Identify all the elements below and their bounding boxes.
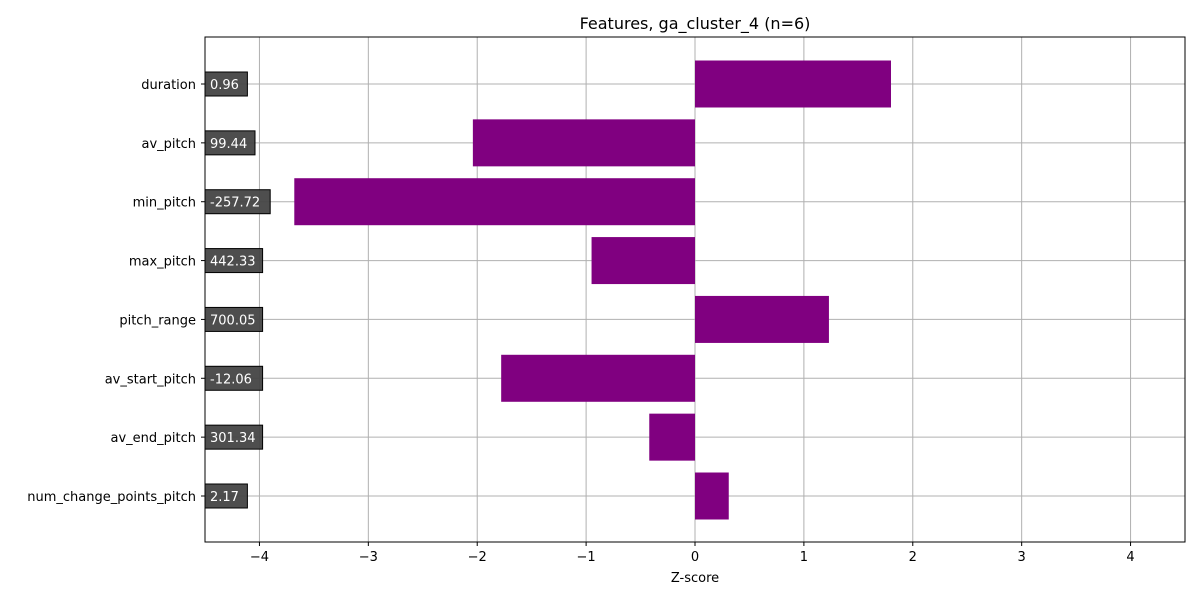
bar-av_pitch xyxy=(472,119,695,167)
value-label-av_start_pitch: -12.06 xyxy=(210,372,252,387)
value-label-duration: 0.96 xyxy=(210,78,239,93)
x-tick-label: −4 xyxy=(250,550,269,565)
value-label-boxes: 0.96 99.44 -257.72 442.33 700.05 -12.06 301.34… xyxy=(204,71,271,509)
y-tick-label: pitch_range xyxy=(119,313,196,328)
bar-max_pitch xyxy=(591,237,695,285)
x-tick-label: 3 xyxy=(1018,550,1026,565)
value-label-max_pitch: 442.33 xyxy=(210,255,256,270)
y-tick-label: max_pitch xyxy=(129,255,196,270)
y-tick-label: av_pitch xyxy=(141,137,196,152)
value-label-av_end_pitch: 301.34 xyxy=(210,431,256,446)
chart-title: Features, ga_cluster_4 (n=6) xyxy=(580,14,811,34)
x-tick-label: 4 xyxy=(1126,550,1134,565)
value-box-pitch_range xyxy=(204,306,264,332)
bar-pitch_range xyxy=(695,295,829,343)
value-label-num_change_points_pitch: 2.17 xyxy=(210,490,239,505)
bar-num_change_points_pitch xyxy=(695,472,729,520)
x-tick-label: 2 xyxy=(909,550,917,565)
bar-av_end_pitch xyxy=(649,413,695,461)
x-tick-label: −2 xyxy=(468,550,487,565)
x-tick-label: 1 xyxy=(800,550,808,565)
y-tick-labels: duration av_pitch min_pitch max_pitch pitch_… xyxy=(27,78,205,505)
y-tick-label: av_start_pitch xyxy=(105,372,196,387)
value-label-pitch_range: 700.05 xyxy=(210,313,256,328)
y-tick-label: num_change_points_pitch xyxy=(27,490,196,505)
x-axis-label: Z-score xyxy=(671,571,719,586)
bars xyxy=(294,60,891,520)
value-box-max_pitch xyxy=(204,248,264,274)
bar-duration xyxy=(695,60,891,108)
x-tick-labels: −4 −3 −2 −1 0 1 2 3 4 xyxy=(250,542,1135,565)
value-box-av_start_pitch xyxy=(204,365,264,391)
grid-lines xyxy=(205,37,1185,542)
y-tick-label: min_pitch xyxy=(133,196,196,211)
value-label-av_pitch: 99.44 xyxy=(210,137,247,152)
x-tick-label: −1 xyxy=(577,550,596,565)
y-tick-label: av_end_pitch xyxy=(111,431,197,446)
bar-av_start_pitch xyxy=(501,354,695,402)
value-label-min_pitch: -257.72 xyxy=(210,196,260,211)
x-tick-label: −3 xyxy=(359,550,378,565)
bar-min_pitch xyxy=(294,178,695,226)
value-box-av_end_pitch xyxy=(204,424,264,450)
x-tick-label: 0 xyxy=(691,550,699,565)
y-tick-label: duration xyxy=(141,78,196,93)
